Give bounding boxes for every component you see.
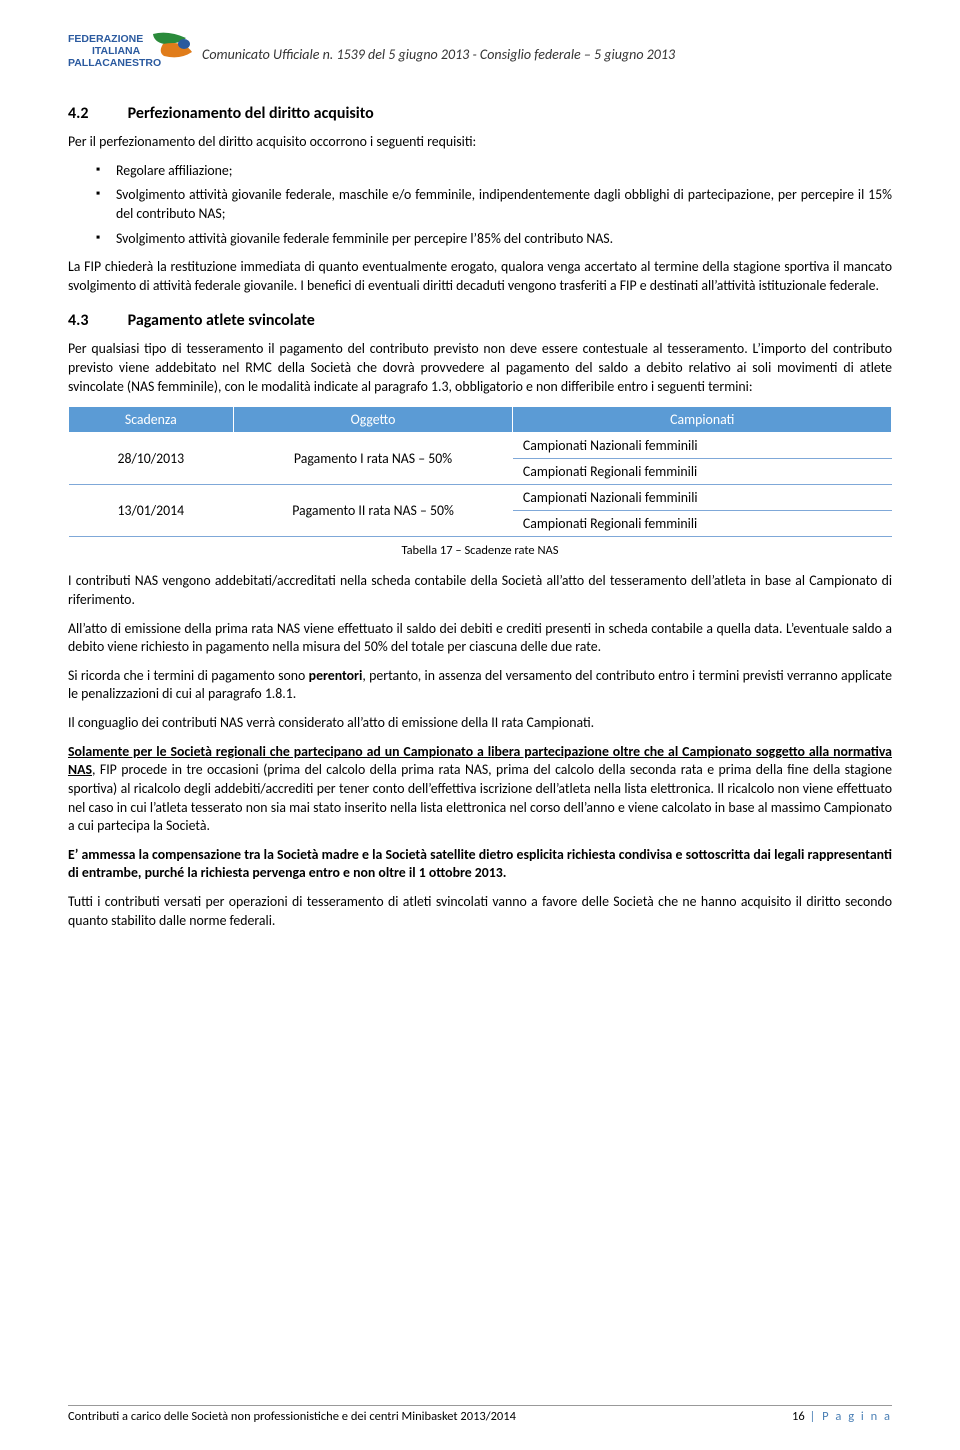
footer-right: 16 | P a g i n a: [792, 1409, 892, 1424]
requirements-list: Regolare affiliazione; Svolgimento attiv…: [68, 162, 892, 249]
cell-camp: Campionati Regionali femminili: [513, 511, 892, 537]
svg-text:ITALIANA: ITALIANA: [92, 45, 141, 57]
fip-logo-icon: FEDERAZIONE ITALIANA PALLACANESTRO: [68, 30, 198, 86]
text: Si ricorda che i termini di pagamento so…: [68, 667, 309, 684]
list-item: Svolgimento attività giovanile federale,…: [68, 186, 892, 223]
section-4-2-para: La FIP chiederà la restituzione immediat…: [68, 258, 892, 295]
cell-date: 28/10/2013: [69, 433, 234, 485]
section-4-2-heading: 4.2 Perfezionamento del diritto acquisit…: [68, 104, 892, 123]
svg-text:FEDERAZIONE: FEDERAZIONE: [68, 33, 143, 45]
cell-date: 13/01/2014: [69, 485, 234, 537]
para-conguaglio: Il conguaglio dei contributi NAS verrà c…: [68, 714, 892, 733]
col-campionati: Campionati: [513, 407, 892, 433]
section-4-3-heading: 4.3 Pagamento atlete svincolate: [68, 311, 892, 330]
table-caption: Tabella 17 – Scadenze rate NAS: [68, 543, 892, 558]
nas-deadlines-table: Scadenza Oggetto Campionati 28/10/2013 P…: [68, 406, 892, 537]
para-societa-regionali: Solamente per le Società regionali che p…: [68, 743, 892, 836]
table-row: 28/10/2013 Pagamento I rata NAS – 50% Ca…: [69, 433, 892, 459]
bold-perentori: perentori: [309, 667, 363, 684]
cell-object: Pagamento I rata NAS – 50%: [233, 433, 513, 485]
para-compensazione: E’ ammessa la compensazione tra la Socie…: [68, 846, 892, 883]
para-tutti-contributi: Tutti i contributi versati per operazion…: [68, 893, 892, 930]
footer-left: Contributi a carico delle Società non pr…: [68, 1409, 516, 1424]
cell-camp: Campionati Nazionali femminili: [513, 485, 892, 511]
page-header: FEDERAZIONE ITALIANA PALLACANESTRO Comun…: [68, 30, 892, 86]
cell-camp: Campionati Nazionali femminili: [513, 433, 892, 459]
logo: FEDERAZIONE ITALIANA PALLACANESTRO: [68, 30, 198, 86]
col-scadenza: Scadenza: [69, 407, 234, 433]
section-4-2-intro: Per il perfezionamento del diritto acqui…: [68, 133, 892, 152]
para-contributi: I contributi NAS vengono addebitati/accr…: [68, 572, 892, 609]
svg-text:PALLACANESTRO: PALLACANESTRO: [68, 57, 161, 69]
page: FEDERAZIONE ITALIANA PALLACANESTRO Comun…: [0, 0, 960, 1450]
section-4-3-intro: Per qualsiasi tipo di tesseramento il pa…: [68, 340, 892, 396]
cell-camp: Campionati Regionali femminili: [513, 459, 892, 485]
page-number: 16: [792, 1409, 805, 1424]
col-oggetto: Oggetto: [233, 407, 513, 433]
cell-object: Pagamento II rata NAS – 50%: [233, 485, 513, 537]
text: , FIP procede in tre occasioni (prima de…: [68, 761, 892, 834]
section-number: 4.2: [68, 104, 124, 123]
table-row: 13/01/2014 Pagamento II rata NAS – 50% C…: [69, 485, 892, 511]
header-title: Comunicato Ufficiale n. 1539 del 5 giugn…: [202, 30, 892, 63]
page-footer: Contributi a carico delle Società non pr…: [68, 1405, 892, 1424]
para-emissione: All’atto di emissione della prima rata N…: [68, 620, 892, 657]
section-title: Perfezionamento del diritto acquisito: [128, 104, 374, 123]
section-title: Pagamento atlete svincolate: [128, 311, 315, 330]
list-item: Svolgimento attività giovanile federale …: [68, 230, 892, 249]
para-perentori: Si ricorda che i termini di pagamento so…: [68, 667, 892, 704]
list-item: Regolare affiliazione;: [68, 162, 892, 181]
page-label: | P a g i n a: [805, 1409, 892, 1424]
section-number: 4.3: [68, 311, 124, 330]
